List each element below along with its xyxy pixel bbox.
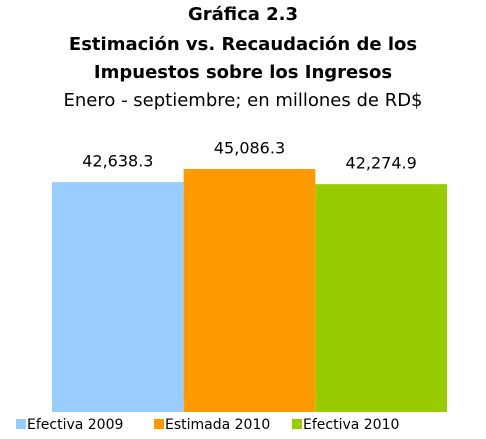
chart-subtitle: Enero - septiembre; en millones de RD$ xyxy=(63,90,422,111)
legend-label: Estimada 2010 xyxy=(165,417,270,433)
chart-title: Impuestos sobre los Ingresos xyxy=(94,62,392,83)
data-label: 42,638.3 xyxy=(82,152,153,171)
data-label: 42,274.9 xyxy=(346,154,417,173)
bar xyxy=(183,169,316,412)
bar xyxy=(315,184,447,412)
legend-swatch xyxy=(154,419,164,429)
legend-label: Efectiva 2010 xyxy=(303,417,399,433)
chart-title: Gráfica 2.3 xyxy=(188,4,298,25)
data-label: 45,086.3 xyxy=(214,139,285,158)
chart-title: Estimación vs. Recaudación de los xyxy=(69,34,417,55)
legend-label: Efectiva 2009 xyxy=(27,417,123,433)
legend-swatch xyxy=(16,419,26,429)
legend-swatch xyxy=(292,419,302,429)
bar xyxy=(52,182,184,412)
